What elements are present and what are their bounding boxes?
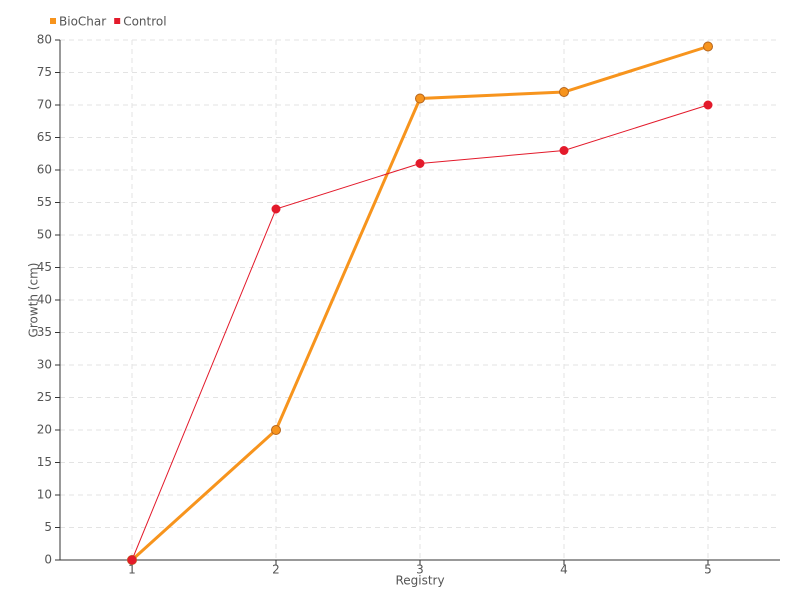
point — [415, 93, 425, 104]
y-tick-label: 10 — [37, 488, 52, 502]
point — [559, 146, 569, 155]
point — [703, 100, 713, 110]
y-tick-label: 40 — [37, 293, 52, 307]
point — [415, 159, 425, 168]
y-tick-label: 30 — [37, 358, 52, 372]
y-tick-label: 55 — [37, 195, 52, 209]
legend-swatch — [114, 18, 121, 24]
point — [271, 425, 281, 435]
y-tick-label: 35 — [37, 325, 52, 339]
y-tick-label: 80 — [37, 33, 52, 47]
x-axis-label: Registry — [395, 574, 444, 588]
y-tick-label: 25 — [37, 390, 52, 404]
x-tick-label: 5 — [704, 563, 712, 577]
y-tick-label: 45 — [37, 260, 52, 274]
x-tick-label: 2 — [272, 563, 280, 577]
point — [703, 41, 713, 52]
y-tick-label: 5 — [44, 520, 52, 534]
x-tick-label: 3 — [416, 563, 424, 577]
x-tick-label: 4 — [560, 563, 568, 577]
point — [271, 204, 281, 214]
x-tick-label: 1 — [128, 563, 136, 577]
legend-label: Control — [123, 15, 166, 29]
legend-swatch — [50, 18, 56, 24]
y-tick-label: 20 — [37, 423, 52, 437]
legend-label: BioChar — [59, 15, 106, 29]
y-tick-label: 60 — [37, 163, 52, 177]
point — [559, 87, 569, 97]
y-tick-label: 65 — [37, 130, 52, 144]
y-tick-label: 50 — [37, 228, 52, 242]
y-tick-label: 15 — [37, 455, 52, 469]
y-tick-label: 70 — [37, 98, 52, 112]
point — [127, 555, 137, 565]
y-axis-label: Growth (cm) — [27, 263, 41, 338]
y-tick-label: 0 — [44, 553, 52, 567]
y-tick-label: 75 — [37, 65, 52, 79]
